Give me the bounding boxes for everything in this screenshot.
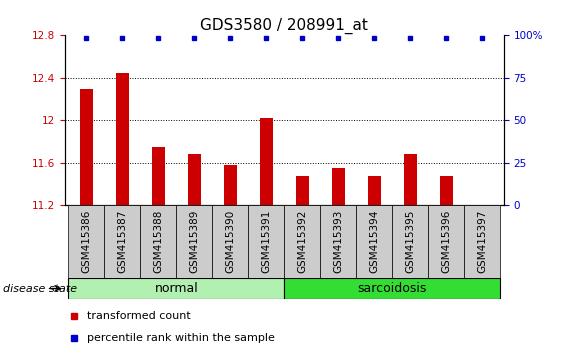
Text: GSM415395: GSM415395 (405, 210, 415, 273)
Bar (140, 205, 176, 278)
Bar (284, 205, 320, 278)
Text: GSM415390: GSM415390 (225, 210, 235, 273)
Text: sarcoidosis: sarcoidosis (358, 282, 427, 295)
Text: percentile rank within the sample: percentile rank within the sample (87, 332, 275, 343)
Text: GSM415388: GSM415388 (153, 210, 163, 273)
Bar (428, 205, 464, 278)
Bar (332, 168, 345, 205)
Text: disease state: disease state (3, 284, 77, 293)
Bar (80, 88, 93, 205)
Bar (260, 118, 272, 205)
Bar (368, 176, 381, 205)
Bar (212, 205, 248, 278)
Text: GSM415394: GSM415394 (369, 210, 379, 273)
Bar (188, 154, 200, 205)
Bar (440, 176, 453, 205)
Bar (392, 205, 428, 278)
Bar (320, 205, 356, 278)
Text: normal: normal (154, 282, 198, 295)
Bar (68, 278, 284, 299)
Bar (152, 147, 164, 205)
Text: GSM415387: GSM415387 (117, 210, 127, 273)
Text: GSM415393: GSM415393 (333, 210, 343, 273)
Bar (296, 176, 309, 205)
Bar (104, 205, 140, 278)
Bar (68, 205, 104, 278)
Title: GDS3580 / 208991_at: GDS3580 / 208991_at (200, 18, 368, 34)
Bar (284, 278, 501, 299)
Text: transformed count: transformed count (87, 311, 190, 321)
Text: GSM415389: GSM415389 (189, 210, 199, 273)
Bar (176, 205, 212, 278)
Text: GSM415391: GSM415391 (261, 210, 271, 273)
Bar (116, 73, 128, 205)
Text: GSM415396: GSM415396 (441, 210, 452, 273)
Bar (248, 205, 284, 278)
Bar (464, 205, 501, 278)
Bar (356, 205, 392, 278)
Text: GSM415392: GSM415392 (297, 210, 307, 273)
Bar (224, 165, 236, 205)
Text: GSM415386: GSM415386 (81, 210, 91, 273)
Bar (404, 154, 417, 205)
Bar (476, 205, 489, 207)
Text: GSM415397: GSM415397 (477, 210, 488, 273)
